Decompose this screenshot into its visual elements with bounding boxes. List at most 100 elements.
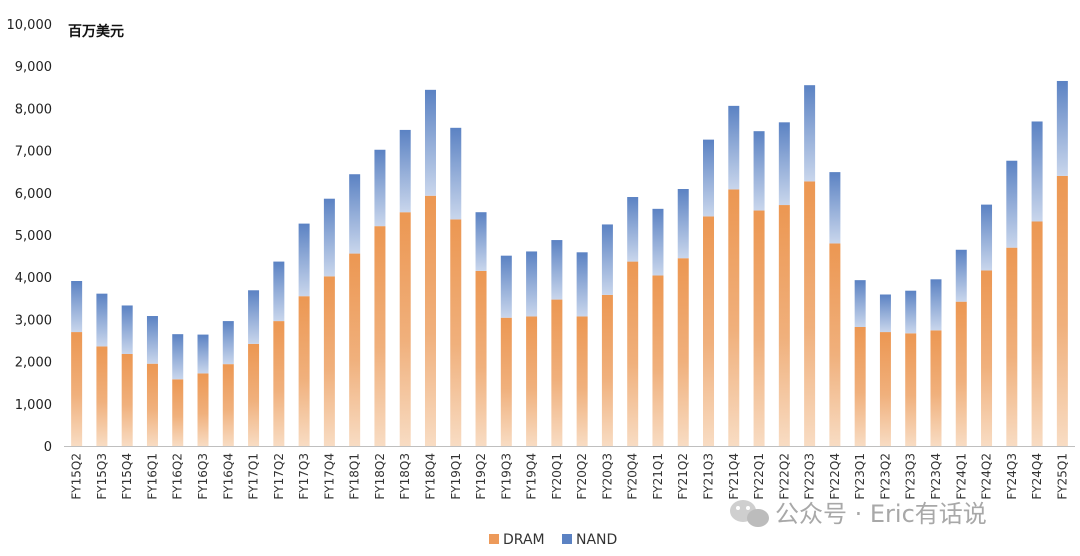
bar-nand-fy20q2 bbox=[576, 252, 588, 317]
bars-layer bbox=[71, 80, 1068, 447]
x-tick-label: FY17Q3 bbox=[297, 453, 311, 500]
bar-nand-fy25q1 bbox=[1056, 80, 1068, 176]
bar-dram-fy15q2 bbox=[71, 332, 83, 446]
x-tick-label: FY18Q1 bbox=[348, 453, 362, 500]
bar-nand-fy15q3 bbox=[96, 293, 108, 347]
bar-nand-fy16q3 bbox=[197, 334, 209, 374]
x-tick-label: FY19Q4 bbox=[525, 453, 539, 500]
bar-nand-fy21q3 bbox=[703, 139, 715, 217]
legend: DRAM NAND bbox=[489, 532, 617, 548]
legend-label-nand: NAND bbox=[576, 532, 617, 548]
bar-dram-fy22q4 bbox=[829, 243, 841, 446]
bar-dram-fy15q4 bbox=[121, 354, 133, 446]
x-tick-label: FY20Q4 bbox=[626, 453, 640, 500]
bar-nand-fy18q3 bbox=[399, 129, 411, 213]
bar-nand-fy23q3 bbox=[905, 290, 917, 334]
bar-dram-fy20q4 bbox=[627, 261, 639, 446]
x-tick-label: FY19Q2 bbox=[474, 453, 488, 500]
bar-dram-fy18q4 bbox=[424, 195, 436, 446]
y-tick-label: 10,000 bbox=[7, 18, 53, 33]
x-tick-label: FY19Q1 bbox=[449, 453, 463, 500]
bar-dram-fy22q2 bbox=[778, 205, 790, 446]
x-tick-label: FY25Q1 bbox=[1055, 453, 1069, 500]
x-tick-label: FY17Q1 bbox=[247, 453, 261, 500]
bar-nand-fy21q2 bbox=[677, 189, 689, 259]
bar-dram-fy21q3 bbox=[703, 216, 715, 446]
bar-dram-fy18q2 bbox=[374, 226, 386, 446]
bar-nand-fy22q4 bbox=[829, 172, 841, 244]
x-tick-label: FY16Q3 bbox=[196, 453, 210, 500]
bar-nand-fy17q4 bbox=[323, 198, 335, 277]
x-tick-label: FY24Q3 bbox=[1005, 453, 1019, 500]
bar-dram-fy16q4 bbox=[222, 364, 234, 446]
x-tick-label: FY22Q1 bbox=[752, 453, 766, 500]
x-tick-label: FY15Q2 bbox=[70, 453, 84, 500]
bar-dram-fy22q1 bbox=[753, 210, 765, 446]
bar-nand-fy17q2 bbox=[273, 261, 285, 322]
bar-nand-fy19q2 bbox=[475, 212, 487, 271]
wechat-icon bbox=[730, 500, 769, 527]
x-tick-label: FY16Q1 bbox=[145, 453, 159, 500]
x-tick-label: FY18Q3 bbox=[398, 453, 412, 500]
bar-nand-fy16q2 bbox=[172, 334, 184, 380]
bar-dram-fy23q1 bbox=[854, 326, 866, 446]
y-tick-label: 2,000 bbox=[15, 356, 52, 371]
bar-dram-fy17q1 bbox=[248, 343, 260, 446]
bar-dram-fy18q1 bbox=[349, 253, 361, 446]
bar-nand-fy16q4 bbox=[222, 321, 234, 365]
bar-dram-fy16q3 bbox=[197, 373, 209, 446]
x-tick-label: FY18Q4 bbox=[423, 453, 437, 500]
bar-nand-fy24q1 bbox=[955, 249, 967, 302]
bar-dram-fy19q4 bbox=[526, 316, 538, 446]
x-tick-label: FY22Q4 bbox=[828, 453, 842, 500]
x-tick-label: FY21Q3 bbox=[702, 453, 716, 500]
x-tick-label: FY23Q1 bbox=[853, 453, 867, 500]
x-tick-label: FY17Q2 bbox=[272, 453, 286, 500]
bar-dram-fy24q2 bbox=[981, 270, 993, 446]
x-tick-label: FY19Q3 bbox=[499, 453, 513, 500]
bar-dram-fy20q3 bbox=[601, 294, 613, 446]
x-tick-label: FY20Q1 bbox=[550, 453, 564, 500]
y-tick-label: 3,000 bbox=[15, 313, 52, 328]
bar-nand-fy23q2 bbox=[879, 294, 891, 333]
bar-dram-fy19q2 bbox=[475, 270, 487, 446]
x-tick-label: FY15Q4 bbox=[120, 453, 134, 500]
bar-nand-fy17q3 bbox=[298, 223, 310, 297]
bar-nand-fy20q4 bbox=[627, 197, 639, 262]
bar-nand-fy24q4 bbox=[1031, 121, 1043, 222]
watermark-text: 公众号 · Eric有话说 bbox=[775, 500, 987, 528]
x-tick-label: FY16Q2 bbox=[171, 453, 185, 500]
bar-dram-fy21q1 bbox=[652, 275, 664, 446]
bar-dram-fy16q2 bbox=[172, 379, 184, 446]
legend-swatch-dram bbox=[489, 534, 499, 544]
bar-dram-fy17q2 bbox=[273, 321, 285, 446]
bar-dram-fy23q3 bbox=[905, 333, 917, 446]
bar-dram-fy24q1 bbox=[955, 301, 967, 446]
bar-nand-fy15q4 bbox=[121, 305, 133, 355]
y-tick-label: 8,000 bbox=[15, 102, 52, 117]
bar-dram-fy21q4 bbox=[728, 189, 740, 446]
x-tick-label: FY20Q3 bbox=[600, 453, 614, 500]
bar-dram-fy17q3 bbox=[298, 296, 310, 446]
x-tick-label: FY23Q2 bbox=[878, 453, 892, 500]
bar-nand-fy19q3 bbox=[500, 255, 512, 318]
y-tick-label: 0 bbox=[44, 440, 52, 455]
bar-dram-fy18q3 bbox=[399, 212, 411, 446]
bar-nand-fy22q3 bbox=[804, 85, 816, 182]
x-tick-label: FY16Q4 bbox=[221, 453, 235, 500]
bar-nand-fy23q4 bbox=[930, 279, 942, 331]
x-axis: FY15Q2 FY15Q3 FY15Q4 FY16Q1 FY16Q2 FY16Q3 FY16… bbox=[70, 453, 1070, 500]
bar-dram-fy15q3 bbox=[96, 346, 108, 446]
y-tick-label: 6,000 bbox=[15, 187, 52, 202]
x-tick-label: FY21Q1 bbox=[651, 453, 665, 500]
bar-nand-fy17q1 bbox=[248, 290, 260, 344]
bar-nand-fy20q3 bbox=[601, 224, 613, 295]
bar-dram-fy20q1 bbox=[551, 299, 563, 446]
bar-nand-fy20q1 bbox=[551, 240, 563, 300]
bar-nand-fy21q4 bbox=[728, 105, 740, 190]
bar-nand-fy19q4 bbox=[526, 251, 538, 317]
y-tick-label: 1,000 bbox=[15, 398, 52, 413]
bar-dram-fy24q3 bbox=[1006, 247, 1018, 446]
bar-nand-fy18q2 bbox=[374, 149, 386, 227]
x-tick-label: FY18Q2 bbox=[373, 453, 387, 500]
